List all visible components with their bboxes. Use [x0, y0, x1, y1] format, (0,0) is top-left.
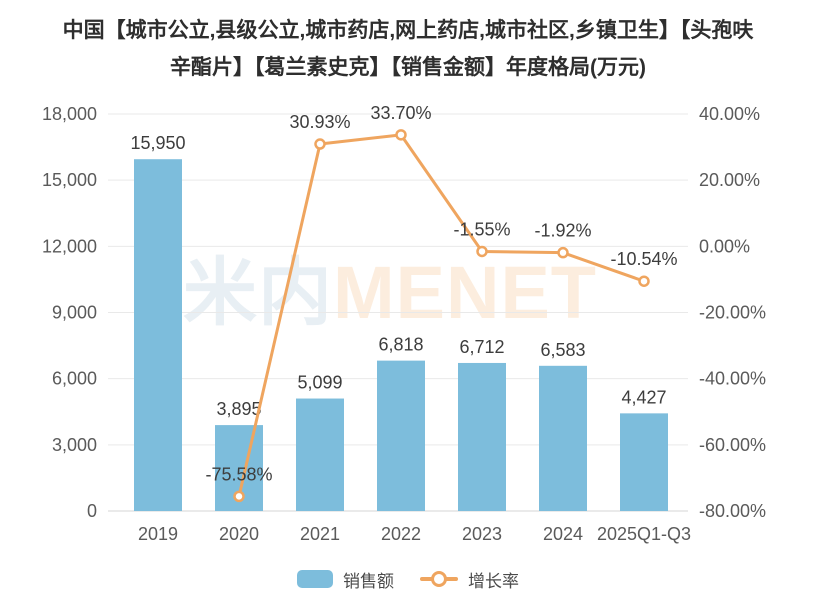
bar-2023[interactable]: [458, 362, 506, 511]
growth-point-2022[interactable]: [395, 129, 407, 141]
growth-value-label-2025Q1-Q3: -10.54%: [610, 249, 677, 269]
growth-value-label-2022: 33.70%: [370, 103, 431, 123]
growth-point-2025Q1-Q3[interactable]: [638, 275, 650, 287]
right-axis-tick-label: 0.00%: [699, 236, 750, 256]
left-axis-tick-label: 3,000: [52, 435, 97, 455]
growth-value-label-2023: -1.55%: [453, 219, 510, 239]
growth-point-2020[interactable]: [233, 490, 245, 503]
x-axis-label-2025Q1-Q3: 2025Q1-Q3: [597, 524, 691, 544]
right-axis-tick-label: -60.00%: [699, 435, 766, 455]
growth-point-2024[interactable]: [557, 246, 569, 259]
right-axis-tick-label: -40.00%: [699, 369, 766, 389]
x-axis-label-2021: 2021: [300, 524, 340, 544]
bar-value-label-2019: 15,950: [130, 133, 185, 153]
chart-canvas: 18,000 40.00% 15,000 20.00% 12,000 0.00% 9,000…: [42, 103, 766, 544]
x-axis-label-2023: 2023: [462, 524, 502, 544]
left-axis-tick-label: 12,000: [42, 236, 97, 256]
bar-value-label-2022: 6,818: [378, 335, 423, 355]
growth-line-marker-icon: [420, 570, 458, 588]
legend-item-growth[interactable]: 增长率: [420, 567, 519, 592]
sales-bar-swatch-icon: [297, 570, 333, 588]
bar-value-label-2020: 3,895: [216, 399, 261, 419]
bar-2022[interactable]: [377, 360, 425, 511]
growth-value-label-2021: 30.93%: [289, 112, 350, 132]
left-axis-tick-label: 18,000: [42, 104, 97, 124]
legend-item-sales[interactable]: 销售额: [297, 567, 394, 592]
right-axis-tick-label: -80.00%: [699, 501, 766, 521]
bar-2024[interactable]: [539, 365, 587, 511]
watermark-en-logo: MENET: [333, 251, 597, 334]
x-axis-label-2022: 2022: [381, 524, 421, 544]
left-axis-tick-label: 9,000: [52, 303, 97, 323]
right-axis-tick-label: 40.00%: [699, 104, 760, 124]
chart-legend: 销售额 增长率: [0, 565, 816, 593]
bar-2025Q1-Q3[interactable]: [620, 413, 668, 511]
watermark-cn-logo: 米内: [183, 251, 333, 334]
bar-value-label-2021: 5,099: [297, 373, 342, 393]
chart-title: 中国【城市公立,县级公立,城市药店,网上药店,城市社区,乡镇卫生】【头孢呋辛酯片…: [62, 19, 754, 79]
legend-label-sales: 销售额: [343, 571, 394, 591]
x-axis-label-2024: 2024: [543, 524, 583, 544]
legend-label-growth: 增长率: [468, 571, 519, 591]
left-axis-tick-label: 0: [87, 501, 97, 521]
bar-value-label-2025Q1-Q3: 4,427: [621, 387, 666, 407]
right-axis-tick-label: 20.00%: [699, 170, 760, 190]
x-axis-label-2019: 2019: [138, 524, 178, 544]
growth-point-2021[interactable]: [314, 138, 326, 150]
growth-value-label-2024: -1.92%: [534, 221, 591, 241]
growth-rate-line: [237, 133, 646, 498]
bar-2021[interactable]: [296, 398, 344, 511]
x-axis-label-2020: 2020: [219, 524, 259, 544]
left-axis-tick-label: 15,000: [42, 170, 97, 190]
growth-value-label-2020: -75.58%: [205, 464, 272, 484]
bar-value-label-2023: 6,712: [459, 337, 504, 357]
menet-watermark: 米内MENET: [183, 256, 597, 330]
bar-2019[interactable]: [134, 159, 182, 512]
growth-point-2023[interactable]: [476, 245, 488, 258]
bar-value-label-2024: 6,583: [540, 340, 585, 360]
left-axis-tick-label: 6,000: [52, 369, 97, 389]
right-axis-tick-label: -20.00%: [699, 303, 766, 323]
